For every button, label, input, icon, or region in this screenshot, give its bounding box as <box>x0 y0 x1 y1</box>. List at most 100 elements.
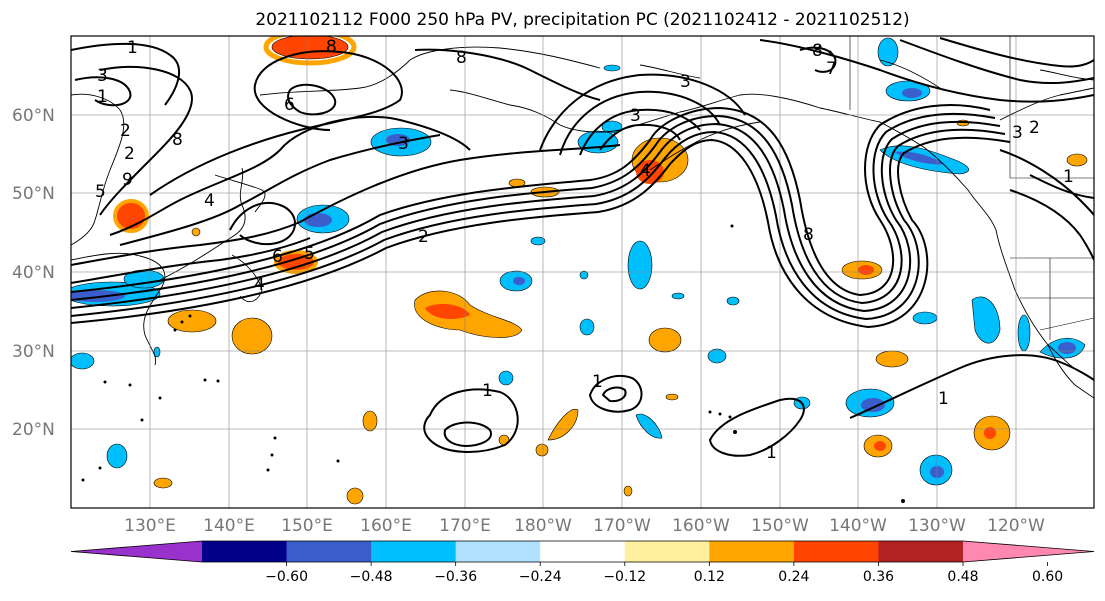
precip-negative-area <box>304 213 332 227</box>
pv-contours <box>71 37 1094 457</box>
map-frame <box>70 35 1095 509</box>
colorbar-segment <box>371 541 457 562</box>
borders <box>849 36 1094 340</box>
contour-label: 1 <box>1063 167 1074 187</box>
precip-positive-area <box>191 227 201 237</box>
colorbar-segment <box>878 541 964 562</box>
precip-positive-area <box>648 327 682 353</box>
contour-label-group: 1 3 1 2 8 8 6 5 9 4 6 5 4 2 2 8 3 3 4 8 … <box>95 37 1074 463</box>
colorbar-tick-label: 0.48 <box>947 569 978 585</box>
longitude-labels: 130°E 140°E 150°E 160°E 170°E 180°W 170°… <box>124 516 1045 536</box>
precip-negative-area <box>577 130 619 154</box>
lat-label: 20°N <box>12 420 55 440</box>
precip-positive-area <box>153 477 173 489</box>
contour-label: 3 <box>1012 123 1023 143</box>
contour-label: 9 <box>122 170 133 190</box>
precip-positive-area <box>535 443 549 457</box>
precip-negative-area <box>877 37 899 67</box>
precip-positive-area <box>263 36 357 66</box>
lon-label: 150°W <box>751 516 809 536</box>
precip-negative-area <box>513 277 525 285</box>
colorbar-extend-high <box>963 541 1094 562</box>
contour-label: 3 <box>398 134 409 154</box>
colorbar-segment <box>540 541 626 562</box>
precip-negative-area <box>895 151 945 165</box>
precip-positive-area <box>665 393 679 401</box>
contour-label: 8 <box>812 41 823 61</box>
contour-label: 3 <box>680 72 691 92</box>
precip-positive-area <box>362 410 378 432</box>
precip-negative-area <box>912 311 938 325</box>
precip-negative-area <box>603 64 621 72</box>
contour-label: 6 <box>272 247 283 267</box>
contour-label: 4 <box>204 191 215 211</box>
lat-label: 60°N <box>12 106 55 126</box>
lon-label: 160°E <box>360 516 412 536</box>
lat-label: 40°N <box>12 263 55 283</box>
lat-label: 50°N <box>12 184 55 204</box>
precip-negative-area <box>726 296 740 306</box>
contour-label: 2 <box>120 121 131 141</box>
contour-label: 3 <box>630 106 641 126</box>
precip-negative-area <box>707 348 727 364</box>
contour-label: 4 <box>640 161 651 181</box>
colorbar-outline <box>70 540 1095 563</box>
contour-label: 8 <box>456 48 467 68</box>
contour-label: 4 <box>254 275 265 295</box>
precip-positive-area <box>1066 153 1088 167</box>
colorbar-tick-label: 0.12 <box>694 569 725 585</box>
contour-label: 5 <box>304 244 315 264</box>
precip-negative-area <box>530 236 546 246</box>
precip-positive-area <box>231 317 273 355</box>
colorbar-tick-label: 0.36 <box>863 569 894 585</box>
contour-label: 1 <box>482 381 493 401</box>
colorbar-extend-low <box>71 541 202 562</box>
precip-positive-area <box>167 309 217 333</box>
precip-negative-area <box>153 346 161 358</box>
lon-label: 150°E <box>281 516 333 536</box>
contour-label: 1 <box>592 372 603 392</box>
precip-positive-area <box>636 160 664 184</box>
lon-label: 180°W <box>514 516 572 536</box>
contour-label: 7 <box>826 59 837 79</box>
colorbar-segment <box>709 541 795 562</box>
contour-label: 2 <box>124 144 135 164</box>
latitude-labels: 60°N 50°N 40°N 30°N 20°N <box>12 106 55 440</box>
precip-negative-area <box>579 318 595 336</box>
contour-label: 1 <box>97 87 108 107</box>
contour-label: 3 <box>97 66 108 86</box>
contour-label: 1 <box>766 443 777 463</box>
precip-positive-area <box>874 441 886 451</box>
contour-label: 2 <box>1029 118 1040 138</box>
precip-positive-area <box>425 304 470 320</box>
colorbar-tick-label: −0.36 <box>434 569 477 585</box>
precip-negative-area <box>861 398 885 412</box>
precip-negative-area <box>1058 342 1076 354</box>
contour-label: 8 <box>172 130 183 150</box>
colorbar-segment <box>286 541 372 562</box>
colorbar-tick-label: −0.12 <box>603 569 646 585</box>
contour-label: 8 <box>326 37 337 57</box>
precip-negative-area <box>627 240 653 290</box>
precip-negative-area <box>1017 314 1031 352</box>
contour-label: 1 <box>938 389 949 409</box>
colorbar-segment <box>202 541 288 562</box>
colorbar-segment <box>793 541 879 562</box>
lat-label: 30°N <box>12 342 55 362</box>
colorbar-tick-label: 0.24 <box>778 569 809 585</box>
contour-label: 8 <box>803 225 814 245</box>
precip-positive-area <box>875 350 909 368</box>
lon-label: 140°E <box>203 516 255 536</box>
precip-negative-area <box>971 296 1001 344</box>
precip-negative-area <box>71 352 95 370</box>
coastlines <box>71 46 1094 399</box>
precip-positive-area <box>547 408 579 441</box>
lon-label: 170°W <box>593 516 651 536</box>
precip-positive-area <box>623 485 633 497</box>
contour-label: 5 <box>95 182 106 202</box>
precip-negative-area <box>498 370 514 386</box>
colorbar-segment <box>455 541 541 562</box>
lon-label: 130°E <box>124 516 176 536</box>
lon-label: 140°W <box>829 516 887 536</box>
